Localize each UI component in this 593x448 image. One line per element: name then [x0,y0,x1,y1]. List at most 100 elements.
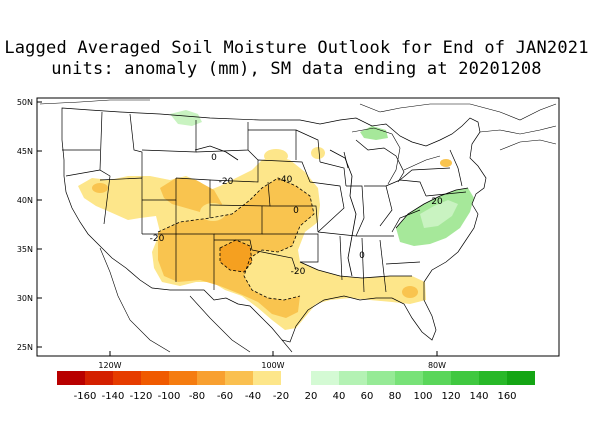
canada-line [359,103,557,121]
wet-region-mid-atlantic-inner [420,200,458,228]
state-line [262,233,319,263]
longitude-axis: 120W 100W 80W [98,351,446,370]
lon-label: 120W [98,361,121,370]
legend-label-positive: 140 [469,391,488,402]
canada-line [479,125,557,135]
wet-region-montana [170,110,202,126]
map-title-line1: Lagged Averaged Soil Moisture Outlook fo… [4,38,589,58]
state-line [99,111,111,225]
legend-swatch-positive [339,371,367,385]
state-line [361,237,365,293]
state-line [425,191,467,197]
great-lakes [403,155,441,171]
dry-anomaly-regions [78,147,452,330]
contour-label: 0 [359,251,365,261]
map-title-line2: units: anomaly (mm), SM data ending at 2… [51,59,542,79]
legend-swatch-positive [395,371,423,385]
state-line [364,185,393,227]
legend-swatch-positive [311,371,339,385]
dry-patch-oregon [92,183,108,193]
legend-label-positive: 20 [305,391,318,402]
legend-swatch-positive [451,371,479,385]
contour-line [299,261,412,279]
state-line [317,231,394,237]
state-line [385,179,427,197]
legend-swatch-negative [225,371,253,385]
legend-swatch-negative [113,371,141,385]
lat-label: 40N [17,196,33,205]
legend-label-positive: 60 [361,391,374,402]
legend-label-positive: 100 [413,391,432,402]
dry-patch-georgia [402,286,418,298]
legend-label-positive: 120 [441,391,460,402]
legend-swatch-negative [197,371,225,385]
state-line [399,167,451,181]
legend-swatch-positive [507,371,535,385]
latitude-axis: 50N 45N 40N 35N 30N 25N [17,98,42,352]
legend-swatch-positive [423,371,451,385]
mexico-line [99,247,171,353]
legend-swatch-negative [253,371,281,385]
state-line [214,239,297,271]
lat-label: 50N [17,98,33,107]
legend-swatch-negative [169,371,197,385]
country-boundaries [39,99,557,353]
color-legend: -160 -140 -120 -100 -80 -60 -40 -20 20 40 60 80 100 1… [57,371,535,402]
state-line [379,239,387,293]
state-line [65,169,101,177]
legend-swatch-negative [57,371,85,385]
florida [499,139,557,151]
map-frame [36,97,560,357]
state-line [270,205,319,233]
state-line [449,149,463,187]
legend-label-positive: 80 [389,391,402,402]
contour-line [194,145,239,161]
dry-patch-michigan [311,147,325,159]
state-line [295,129,321,163]
state-line [346,185,365,237]
mexico-line [281,339,293,353]
legend-swatch-positive [479,371,507,385]
state-line [355,139,405,183]
state-line [339,235,343,281]
state-line [129,113,143,178]
contour-label: -40 [278,175,293,185]
contour-line [395,187,469,229]
state-line [343,151,349,169]
us-outline [61,107,487,343]
contour-line [157,177,315,301]
legend-label-negative: -20 [273,391,289,402]
legend-label-negative: -40 [245,391,261,402]
dry-patch-iowa [264,149,288,163]
legend-label-positive: 160 [497,391,516,402]
contour-label: -20 [219,177,234,187]
state-line [391,209,421,233]
dry-region-core [220,240,252,272]
legend-swatch-negative [85,371,113,385]
wet-anomaly-regions [170,110,474,246]
mexico-line [189,295,251,353]
contour-label: -20 [291,267,306,277]
legend-label-negative: -120 [130,391,153,402]
legend-label-negative: -80 [189,391,205,402]
legend-swatch-positive [367,371,395,385]
lat-label: 45N [17,147,33,156]
contour-line [219,239,253,273]
state-line [257,159,311,183]
lat-label: 35N [17,245,33,254]
contour-label: 0 [211,153,217,163]
contour-label: -20 [150,234,165,244]
state-line [209,149,259,183]
legend-label-negative: -140 [102,391,125,402]
contour-label: 20 [431,197,443,207]
lon-label: 100W [261,361,284,370]
dry-patch-ny [440,159,452,167]
state-line [319,161,347,187]
state-line [309,181,345,233]
state-line [385,261,421,265]
contour-label: 0 [293,206,299,216]
legend-label-negative: -60 [217,391,233,402]
lon-label: 80W [428,361,446,370]
legend-swatch-negative [141,371,169,385]
